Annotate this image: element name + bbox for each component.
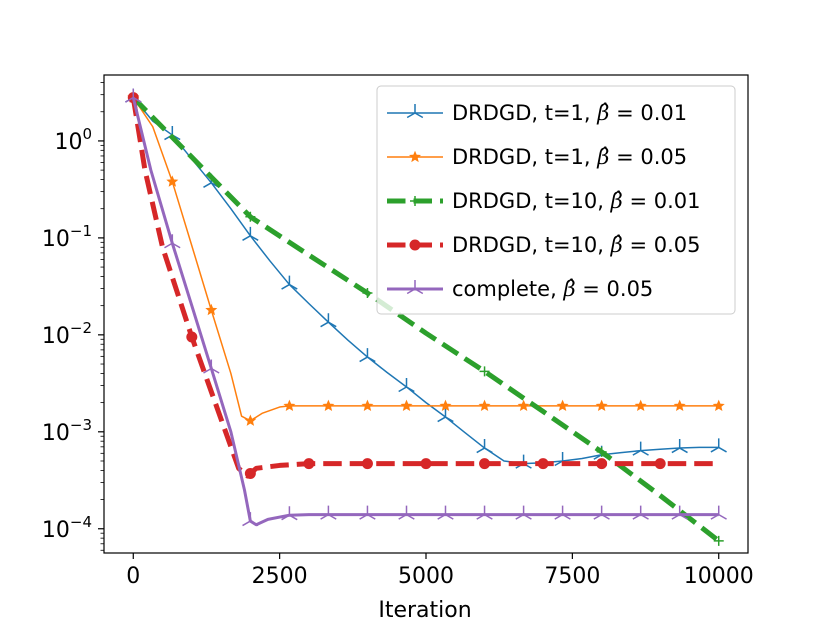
data-point-2-10 [478,399,491,411]
series-4 [127,92,719,479]
data-point-2-3 [205,303,218,316]
data-point-2-7 [361,399,374,411]
x-axis-label: Iteration [378,598,471,623]
data-point-5-11 [515,505,532,520]
legend-item-2: DRDGD, t=1, β̂ = 0.05 [387,145,687,169]
data-point-2-14 [634,399,647,411]
data-point-3-3 [362,288,373,299]
data-point-1-7 [359,348,376,363]
legend-label-5: complete, β̂ = 0.05 [452,277,653,301]
data-point-4-8 [537,458,549,470]
data-point-legend-1 [406,104,424,119]
data-point-2-8 [400,399,413,411]
data-point-1-16 [710,438,727,453]
series-2 [127,91,725,426]
data-point-5-5 [281,506,298,521]
data-point-5-10 [476,505,493,520]
data-point-5-13 [593,505,610,520]
data-point-legend-2 [409,150,421,163]
data-point-2-16 [712,399,725,411]
legend-label-4: DRDGD, t=10, β̂ = 0.05 [452,233,701,257]
data-point-5-15 [671,505,688,520]
data-point-4-5 [361,458,373,470]
legend [376,85,736,315]
series-line-1 [132,97,719,465]
x-tick-label: 7500 [544,564,600,589]
x-tick-label: 0 [126,564,140,589]
series-5 [125,88,727,527]
data-point-3-2 [245,211,256,222]
data-point-1-9 [437,408,454,423]
legend-item-1: DRDGD, t=1, β̂ = 0.01 [387,101,687,125]
data-point-2-9 [439,399,452,411]
legend-item-5: complete, β̂ = 0.05 [387,277,653,301]
data-point-4-7 [479,458,491,470]
data-point-2-15 [673,399,686,411]
legend-label-1: DRDGD, t=1, β̂ = 0.01 [452,101,687,125]
data-point-4-3 [244,467,256,479]
data-point-5-7 [359,505,376,520]
data-point-5-16 [710,505,727,520]
y-tick-label: 10−4 [42,513,92,543]
data-point-2-4 [244,414,257,426]
series-line-3 [131,95,721,543]
legend-item-3: DRDGD, t=10, β̂ = 0.01 [387,189,701,213]
data-point-2-6 [322,399,335,411]
x-tick-label: 10000 [684,564,754,589]
data-point-2-13 [595,399,608,411]
data-point-3-6 [713,535,724,546]
data-point-1-5 [281,275,298,290]
data-point-legend-4 [409,239,421,251]
data-point-3-4 [479,366,490,377]
y-tick-label: 10−3 [42,416,92,446]
data-point-1-4 [242,226,259,241]
data-point-4-4 [303,458,315,470]
y-tick-label: 100 [54,125,92,155]
data-point-5-4 [242,512,259,527]
y-tick-label: 10−2 [42,319,92,349]
y-tick-label: 10−1 [42,222,92,252]
legend-label-2: DRDGD, t=1, β̂ = 0.05 [452,145,687,169]
x-tick-label: 5000 [398,564,454,589]
data-point-4-2 [186,331,198,343]
data-point-2-5 [283,399,296,411]
data-point-1-8 [398,377,415,393]
data-point-5-3 [203,359,220,374]
data-point-legend-3 [410,196,420,206]
data-point-4-6 [420,458,432,470]
data-point-5-8 [398,505,415,520]
data-point-5-2 [164,234,181,249]
legend-label-3: DRDGD, t=10, β̂ = 0.01 [452,189,701,213]
data-point-1-15 [671,439,688,454]
data-point-2-12 [556,399,569,411]
legend-item-4: DRDGD, t=10, β̂ = 0.05 [387,233,701,257]
series-line-5 [131,97,719,527]
data-point-5-14 [632,505,649,520]
x-tick-label: 2500 [252,564,308,589]
data-point-5-1 [125,88,142,103]
data-point-5-9 [437,505,454,520]
data-point-1-6 [320,313,337,328]
data-point-5-12 [554,505,571,520]
data-point-3-5 [596,446,607,457]
data-point-5-6 [320,505,337,520]
data-point-1-14 [632,441,649,456]
data-point-legend-5 [406,280,424,295]
data-point-2-11 [517,399,530,411]
series-line-4 [130,97,719,479]
data-point-4-9 [596,458,608,470]
data-point-4-10 [654,458,666,470]
data-point-2-2 [166,175,179,187]
data-point-1-10 [476,439,493,454]
